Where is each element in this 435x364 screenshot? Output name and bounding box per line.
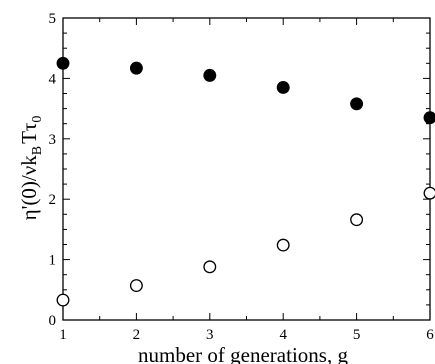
open-circle-marker bbox=[350, 213, 364, 227]
y-tick-label: 4 bbox=[49, 71, 57, 87]
x-tick-label: 6 bbox=[426, 327, 434, 343]
axes bbox=[62, 17, 431, 321]
y-axis-title-sub-0: 0 bbox=[30, 116, 45, 123]
y-tick-label: 3 bbox=[49, 132, 57, 148]
x-axis-title: number of generations, g bbox=[138, 343, 348, 364]
y-axis-title: η'(0)/νkB Tτ0 bbox=[17, 116, 45, 221]
filled-circle-marker bbox=[350, 97, 364, 111]
series-open-circles bbox=[56, 186, 435, 307]
x-tick-label: 3 bbox=[206, 327, 214, 343]
y-tick-label: 1 bbox=[49, 253, 57, 269]
series-filled-circles bbox=[56, 56, 435, 125]
filled-circle-marker bbox=[423, 111, 435, 125]
x-tick-label: 5 bbox=[353, 327, 361, 343]
data-series bbox=[56, 56, 435, 307]
open-circle-marker bbox=[56, 293, 70, 307]
open-circle-marker bbox=[276, 238, 290, 252]
filled-circle-marker bbox=[56, 56, 70, 70]
open-circle-marker bbox=[423, 186, 435, 200]
x-tick-label: 4 bbox=[279, 327, 287, 343]
filled-circle-marker bbox=[129, 61, 143, 75]
y-tick-labels: 0 1 2 3 4 5 bbox=[49, 11, 57, 329]
y-axis-title-mid: Tτ bbox=[17, 123, 41, 144]
x-tick-labels: 1 2 3 4 5 6 bbox=[59, 327, 434, 343]
y-axis-title-prefix: η'(0)/νk bbox=[17, 155, 41, 221]
ticks bbox=[62, 17, 431, 321]
y-tick-label: 5 bbox=[49, 11, 57, 27]
x-tick-label: 1 bbox=[59, 327, 67, 343]
y-axis-title-sub-b: B bbox=[30, 146, 45, 155]
y-tick-label: 2 bbox=[49, 192, 57, 208]
x-tick-label: 2 bbox=[133, 327, 141, 343]
open-circle-marker bbox=[203, 260, 217, 274]
y-tick-label: 0 bbox=[49, 313, 57, 329]
plot-frame bbox=[62, 17, 431, 321]
open-circle-marker bbox=[129, 279, 143, 293]
filled-circle-marker bbox=[276, 81, 290, 94]
filled-circle-marker bbox=[203, 68, 217, 82]
